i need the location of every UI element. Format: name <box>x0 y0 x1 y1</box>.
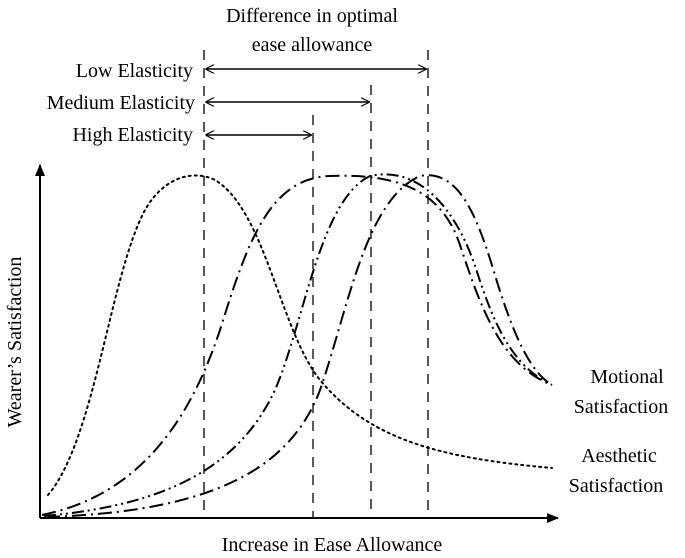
medium-elasticity-motional-curve <box>43 173 553 517</box>
motional-satisfaction-label-line2: Satisfaction <box>574 396 668 418</box>
low-elasticity-label: Low Elasticity <box>76 60 193 82</box>
high-elasticity-motional-curve <box>41 174 553 516</box>
header-title-line1: Difference in optimal <box>226 5 398 27</box>
x-axis-label: Increase in Ease Allowance <box>222 534 443 556</box>
medium-elasticity-label: Medium Elasticity <box>47 92 195 114</box>
low-elasticity-motional-curve <box>45 174 553 518</box>
header-title-line2: ease allowance <box>252 34 373 56</box>
y-axis-label: Wearer’s Satisfaction <box>4 257 26 428</box>
aesthetic-satisfaction-curve <box>47 174 553 496</box>
motional-satisfaction-label-line1: Motional <box>590 366 664 388</box>
aesthetic-satisfaction-label-line1: Aesthetic <box>581 445 657 467</box>
high-elasticity-label: High Elasticity <box>72 124 193 146</box>
aesthetic-satisfaction-label-line2: Satisfaction <box>569 475 663 497</box>
